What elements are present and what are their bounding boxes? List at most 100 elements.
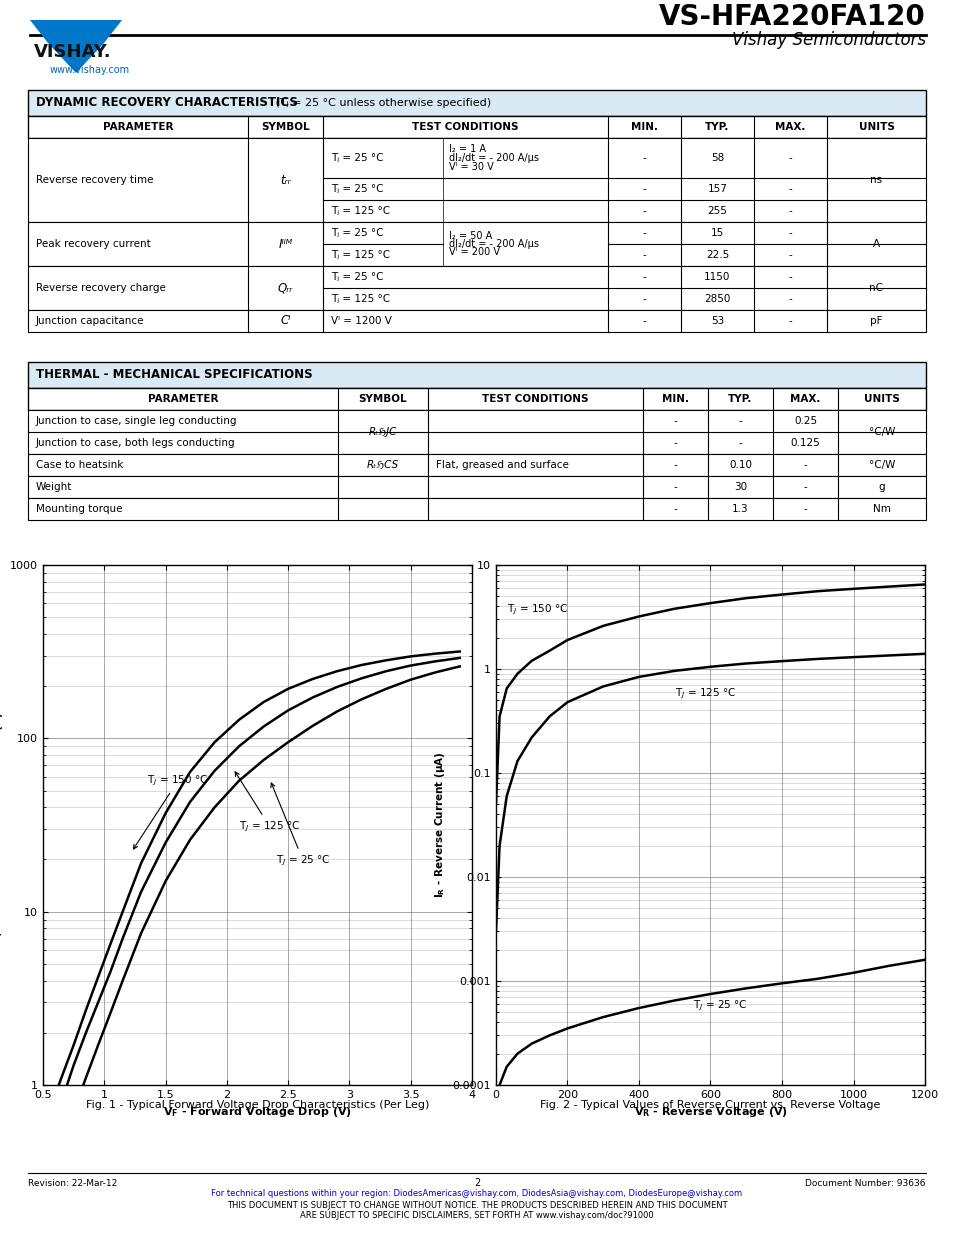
Text: Tⱼ = 25 °C: Tⱼ = 25 °C [331,184,383,194]
Text: -: - [802,459,806,471]
Text: Tⱼ = 125 °C: Tⱼ = 125 °C [331,249,390,261]
Text: pF: pF [869,316,882,326]
Text: RₜℌCS: RₜℌCS [367,459,398,471]
Bar [28,362,925,388]
Text: PARAMETER: PARAMETER [148,394,218,404]
Text: -: - [802,482,806,492]
Text: VS-HFA220FA120: VS-HFA220FA120 [659,2,925,31]
Text: DYNAMIC RECOVERY CHARACTERISTICS: DYNAMIC RECOVERY CHARACTERISTICS [36,96,297,110]
Text: Tⱼ = 25 °C: Tⱼ = 25 °C [331,272,383,282]
Polygon shape [48,43,104,73]
Text: VISHAY.: VISHAY. [34,43,112,61]
Polygon shape [30,20,122,43]
Text: -: - [673,504,677,514]
Text: Revision: 22-Mar-12: Revision: 22-Mar-12 [28,1178,117,1188]
Text: -: - [673,459,677,471]
Text: SYMBOL: SYMBOL [358,394,407,404]
Text: nC: nC [868,283,882,293]
Y-axis label: $\mathbf{I_R}$ - Reverse Current (μA): $\mathbf{I_R}$ - Reverse Current (μA) [433,752,447,898]
Text: -: - [738,438,741,448]
Bar [28,266,925,310]
Text: -: - [788,153,792,163]
X-axis label: $\mathbf{V_F}$ - Forward Voltage Drop (V): $\mathbf{V_F}$ - Forward Voltage Drop (V… [163,1105,352,1119]
Text: Vishay Semiconductors: Vishay Semiconductors [731,31,925,49]
Text: TYP.: TYP. [727,394,752,404]
Bar [28,222,925,266]
Text: THIS DOCUMENT IS SUBJECT TO CHANGE WITHOUT NOTICE. THE PRODUCTS DESCRIBED HEREIN: THIS DOCUMENT IS SUBJECT TO CHANGE WITHO… [227,1200,726,1209]
Text: Fig. 1 - Typical Forward Voltage Drop Characteristics (Per Leg): Fig. 1 - Typical Forward Voltage Drop Ch… [86,1100,429,1110]
Text: Tⱼ = 25 °C: Tⱼ = 25 °C [331,153,383,163]
Text: Vᴵ = 30 V: Vᴵ = 30 V [449,162,494,172]
Text: I₂ = 1 A: I₂ = 1 A [449,144,485,154]
Text: UNITS: UNITS [858,122,894,132]
Text: T$_J$ = 125 °C: T$_J$ = 125 °C [234,772,300,834]
Text: Vᴵ = 200 V: Vᴵ = 200 V [449,247,499,257]
Text: -: - [673,438,677,448]
Text: Junction to case, single leg conducting: Junction to case, single leg conducting [36,416,237,426]
Text: Flat, greased and surface: Flat, greased and surface [436,459,568,471]
Text: -: - [788,294,792,304]
Text: TEST CONDITIONS: TEST CONDITIONS [482,394,588,404]
Text: -: - [788,272,792,282]
Text: T$_J$ = 125 °C: T$_J$ = 125 °C [674,687,736,700]
Text: SYMBOL: SYMBOL [261,122,310,132]
Text: -: - [642,249,646,261]
Text: MAX.: MAX. [775,122,805,132]
Text: Cᴵ: Cᴵ [280,315,291,327]
Text: MAX.: MAX. [789,394,820,404]
Text: www.vishay.com: www.vishay.com [50,65,130,75]
Text: RₜℌJC: RₜℌJC [369,427,396,437]
Text: -: - [788,184,792,194]
Text: T$_J$ = 150 °C: T$_J$ = 150 °C [506,603,567,618]
Text: -: - [788,316,792,326]
Text: -: - [642,316,646,326]
Text: Junction to case, both legs conducting: Junction to case, both legs conducting [36,438,235,448]
Text: -: - [642,228,646,238]
Text: -: - [642,272,646,282]
Text: A: A [872,240,879,249]
Text: Peak recovery current: Peak recovery current [36,240,151,249]
Text: -: - [642,294,646,304]
Text: -: - [802,504,806,514]
Bar [28,90,925,116]
Bar [28,116,925,138]
Text: dI₂/dt = - 200 A/µs: dI₂/dt = - 200 A/µs [449,153,538,163]
Text: 157: 157 [707,184,727,194]
Text: Reverse recovery charge: Reverse recovery charge [36,283,166,293]
Text: T$_J$ = 25 °C: T$_J$ = 25 °C [692,998,746,1013]
Text: g: g [878,482,884,492]
Bar [28,454,925,475]
Text: 0.10: 0.10 [728,459,751,471]
Text: -: - [738,416,741,426]
Text: 2: 2 [474,1178,479,1188]
X-axis label: $\mathbf{V_R}$ - Reverse Voltage (V): $\mathbf{V_R}$ - Reverse Voltage (V) [633,1105,786,1119]
Text: Reverse recovery time: Reverse recovery time [36,175,153,185]
Text: 58: 58 [710,153,723,163]
Text: UNITS: UNITS [863,394,899,404]
Bar [28,498,925,520]
Text: 15: 15 [710,228,723,238]
Text: -: - [642,153,646,163]
Text: 1.3: 1.3 [731,504,748,514]
Text: TEST CONDITIONS: TEST CONDITIONS [412,122,518,132]
Text: 255: 255 [707,206,727,216]
Text: ns: ns [869,175,882,185]
Text: 0.125: 0.125 [790,438,820,448]
Text: 30: 30 [733,482,746,492]
Text: °C/W: °C/W [868,427,894,437]
Text: -: - [642,206,646,216]
Bar [28,388,925,410]
Bar [28,410,925,454]
Text: Tⱼ = 125 °C: Tⱼ = 125 °C [331,294,390,304]
Text: -: - [788,228,792,238]
Text: 2850: 2850 [703,294,730,304]
Text: Qᵣᵣ: Qᵣᵣ [277,282,293,294]
Text: Tⱼ = 25 °C: Tⱼ = 25 °C [331,228,383,238]
Text: For technical questions within your region: DiodesAmericas@vishay.com, DiodesAsi: For technical questions within your regi… [212,1189,741,1198]
Text: 0.25: 0.25 [793,416,816,426]
Text: -: - [788,206,792,216]
Text: ARE SUBJECT TO SPECIFIC DISCLAIMERS, SET FORTH AT www.vishay.com/doc?91000: ARE SUBJECT TO SPECIFIC DISCLAIMERS, SET… [300,1210,653,1219]
Text: Document Number: 93636: Document Number: 93636 [804,1178,925,1188]
Text: Mounting torque: Mounting torque [36,504,122,514]
Bar [28,475,925,498]
